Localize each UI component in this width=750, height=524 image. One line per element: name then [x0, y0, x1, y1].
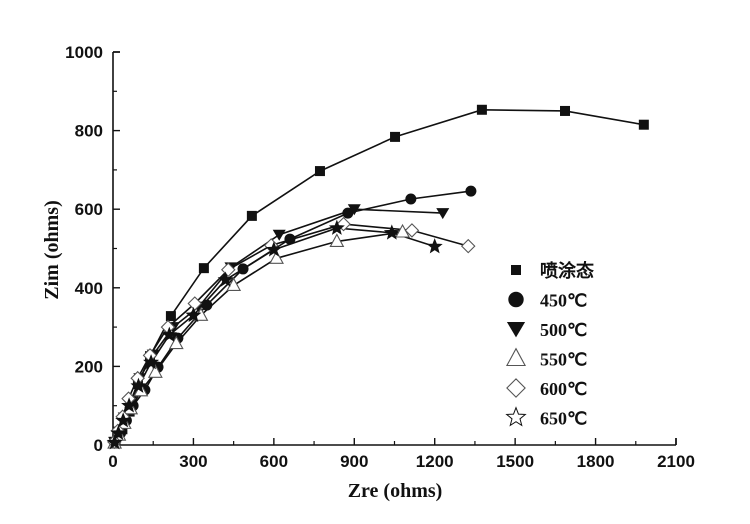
y-tick-label: 0 — [94, 436, 103, 455]
x-tick-label: 600 — [260, 452, 288, 471]
data-point — [221, 262, 236, 277]
series-3-markers — [108, 204, 450, 448]
data-point — [185, 306, 202, 323]
y-tick-label: 200 — [75, 357, 103, 376]
y-tick-label: 400 — [75, 279, 103, 298]
data-point — [436, 208, 450, 220]
data-point — [390, 131, 401, 142]
data-point — [329, 233, 345, 247]
series-line — [113, 231, 403, 444]
data-point — [426, 238, 443, 254]
data-point — [347, 204, 361, 216]
series-markers — [106, 104, 649, 450]
legend-marker — [506, 378, 526, 398]
data-point — [476, 104, 487, 115]
data-point — [265, 241, 282, 257]
x-tick-label: 900 — [340, 452, 368, 471]
data-point — [115, 412, 132, 428]
x-tick-label: 1800 — [577, 452, 615, 471]
x-tick-label: 300 — [179, 452, 207, 471]
data-point — [560, 105, 571, 116]
data-point — [143, 354, 160, 370]
x-tick-label: 1200 — [416, 452, 454, 471]
data-point — [198, 263, 209, 274]
legend-marker — [508, 291, 524, 308]
data-point — [217, 271, 234, 287]
data-point — [383, 224, 400, 240]
y-tick-label: 600 — [75, 200, 103, 219]
legend-label: 600℃ — [540, 379, 587, 399]
data-point — [460, 238, 476, 254]
data-point — [272, 229, 286, 241]
data-point — [187, 296, 203, 311]
data-point — [284, 233, 296, 245]
legend: 喷涂态 450℃ 500℃ 550℃ 600℃ 650℃ — [505, 260, 594, 429]
legend-marker — [511, 265, 521, 275]
data-point — [130, 377, 147, 393]
legend-label: 450℃ — [540, 291, 587, 311]
y-tick-label: 1000 — [65, 43, 103, 62]
x-tick-label: 0 — [108, 452, 117, 471]
legend-marker — [505, 406, 527, 427]
data-point — [328, 219, 345, 235]
legend-label: 500℃ — [540, 320, 587, 340]
data-point — [404, 223, 420, 238]
legend-marker — [505, 347, 527, 367]
data-point — [106, 434, 123, 450]
y-axis-title: Zim (ohms) — [41, 200, 63, 299]
data-point — [237, 263, 249, 275]
legend-label: 650℃ — [540, 409, 587, 429]
data-point — [342, 207, 354, 219]
x-axis-title: Zre (ohms) — [348, 480, 443, 502]
data-point — [161, 326, 178, 342]
data-point — [121, 397, 138, 413]
x-tick-label: 2100 — [657, 452, 695, 471]
data-point — [465, 185, 477, 197]
data-point — [246, 210, 257, 221]
data-point — [147, 364, 163, 378]
legend-marker — [506, 322, 526, 338]
data-point — [226, 277, 242, 291]
data-point — [269, 250, 284, 264]
legend-label: 喷涂态 — [540, 260, 594, 281]
series-6-markers — [106, 219, 443, 450]
x-tick-label: 1500 — [496, 452, 534, 471]
axes: 0 300 600 900 1200 1500 1800 2100 0 200 400 600 800 1… — [65, 43, 695, 471]
data-point — [314, 166, 325, 177]
data-point — [405, 193, 417, 205]
data-point — [165, 311, 176, 322]
data-point — [110, 424, 127, 440]
legend-label: 550℃ — [540, 350, 587, 370]
series-2-markers — [109, 185, 477, 449]
data-point — [168, 335, 184, 350]
data-point — [638, 119, 649, 130]
y-tick-label: 800 — [75, 122, 103, 141]
